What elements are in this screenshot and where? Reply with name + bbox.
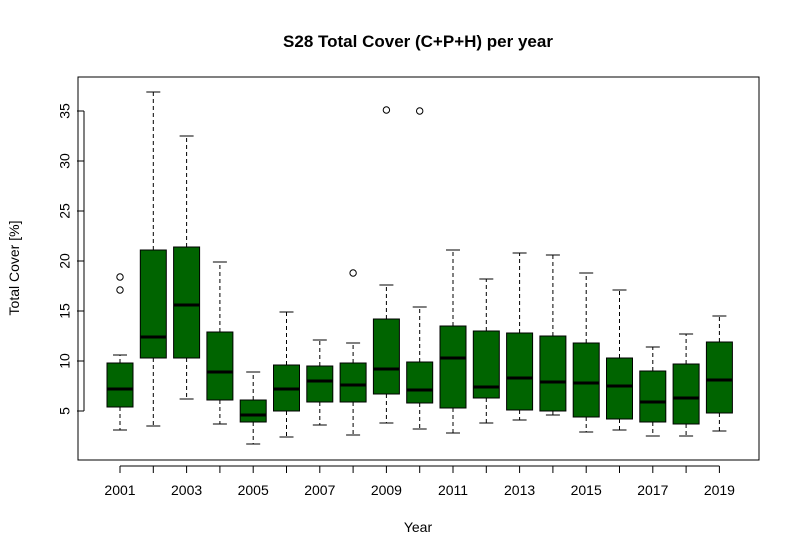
iqr-box (106, 362, 134, 408)
x-tick-label: 2003 (171, 482, 202, 498)
box-2017 (639, 346, 667, 437)
x-tick-label: 2001 (104, 482, 135, 498)
y-axis-label: Total Cover [%] (6, 221, 22, 316)
x-tick-label: 2011 (438, 482, 468, 498)
iqr-box (439, 325, 467, 409)
iqr-box (406, 361, 434, 404)
x-tick-label: 2013 (504, 482, 535, 498)
box-2004 (206, 261, 234, 425)
x-tick-label: 2005 (238, 482, 269, 498)
iqr-box (506, 332, 534, 411)
y-axis: 5 10 15 20 25 30 35 (57, 103, 85, 415)
box-2015 (572, 272, 600, 433)
x-tick-label: 2007 (304, 482, 335, 498)
x-tick-label: 2015 (571, 482, 602, 498)
iqr-box (306, 365, 334, 403)
box-2013 (506, 252, 534, 421)
box-2001 (106, 273, 134, 431)
x-axis: 2001 2003 2005 2007 2009 2011 2013 2015 2017 2019 (104, 465, 735, 498)
outlier-point (116, 286, 124, 294)
iqr-box (606, 357, 633, 420)
box-2012 (472, 278, 500, 424)
plot-frame (77, 76, 760, 461)
box-2014 (539, 254, 567, 416)
box-2008 (339, 269, 367, 436)
box-2003 (173, 135, 201, 400)
box-2009 (372, 106, 400, 424)
outlier-point (116, 273, 124, 281)
iqr-box (239, 399, 267, 423)
y-tick-label: 15 (57, 303, 73, 319)
box-2002 (139, 91, 167, 427)
y-tick-label: 30 (57, 153, 73, 169)
box-2007 (306, 339, 334, 426)
x-tick-label: 2019 (704, 482, 735, 498)
y-tick-label: 10 (57, 353, 73, 369)
box-2016 (606, 289, 633, 431)
iqr-box (539, 335, 567, 412)
x-tick-label: 2009 (371, 482, 402, 498)
box-2010 (406, 107, 434, 430)
box-2019 (705, 315, 733, 432)
outlier-point (416, 107, 424, 115)
iqr-box (139, 249, 167, 359)
y-tick-label: 25 (57, 203, 73, 219)
box-2006 (273, 311, 300, 438)
box-2005 (239, 371, 267, 445)
iqr-box (173, 246, 201, 359)
iqr-box (672, 363, 700, 425)
iqr-box (339, 362, 367, 403)
boxes-group (106, 91, 733, 445)
iqr-box (572, 342, 600, 418)
chart-title: S28 Total Cover (C+P+H) per year (283, 32, 553, 51)
iqr-box (372, 318, 400, 395)
outlier-point (349, 269, 357, 277)
iqr-box (705, 341, 733, 414)
y-tick-label: 5 (57, 407, 73, 415)
x-tick-label: 2017 (637, 482, 668, 498)
iqr-box (206, 331, 234, 401)
y-tick-label: 35 (57, 103, 73, 119)
box-2011 (439, 249, 467, 434)
box-2018 (672, 333, 700, 437)
y-tick-label: 20 (57, 253, 73, 269)
outlier-point (382, 106, 391, 114)
iqr-box (639, 370, 667, 423)
x-axis-label: Year (404, 519, 433, 535)
